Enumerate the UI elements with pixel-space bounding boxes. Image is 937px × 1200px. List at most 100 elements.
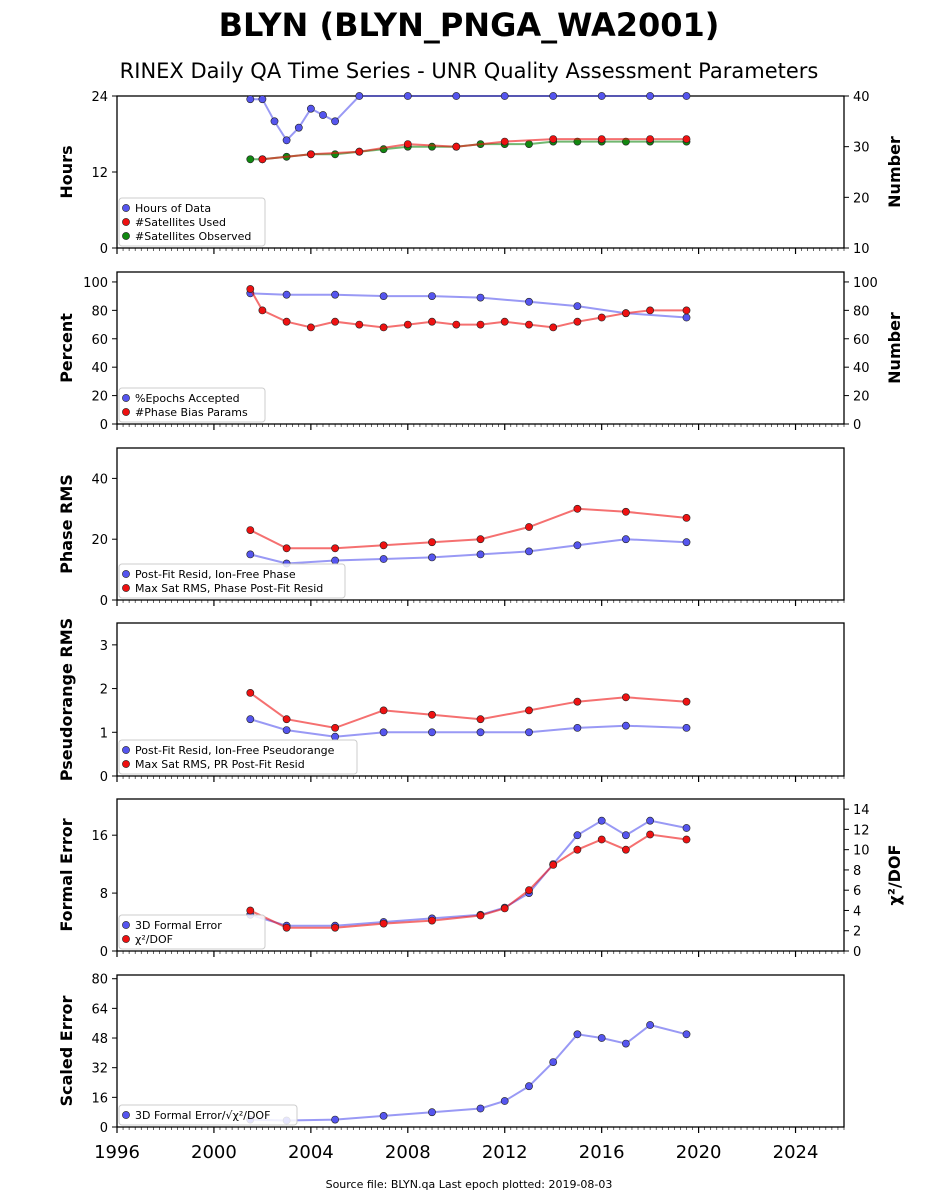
legend-marker [122,408,130,416]
legend-marker [122,218,130,226]
data-point [379,292,388,300]
series-group [246,504,691,553]
plot-area [116,974,845,1128]
data-point [428,916,436,925]
data-point [525,297,533,306]
series-group [246,830,691,932]
data-point [682,824,691,832]
data-point [282,726,291,734]
data-point [682,1030,691,1039]
data-point [403,320,412,329]
legend: 3D Formal Error/√χ²/DOF [118,1104,298,1126]
data-point [258,306,267,315]
y-tick-label: 0 [100,770,108,785]
y-tick-label: 80 [91,304,108,319]
x-tick-label: 2004 [288,1142,334,1163]
data-point [500,904,509,913]
data-point [331,732,339,741]
series-line [250,1023,687,1122]
y-tick-label: 64 [91,1002,108,1017]
legend-entry: Hours of Data [135,202,211,215]
data-point [452,92,461,100]
data-point [646,135,654,143]
y-right-tick-label: 40 [853,361,870,376]
data-point [682,306,691,315]
x-tick-label: 2012 [482,1142,528,1163]
data-point [525,523,533,531]
y-tick-label: 12 [91,166,108,181]
data-point [549,1058,558,1066]
data-point [597,135,606,143]
legend-marker [122,570,130,578]
data-point [331,150,339,159]
legend-entry: #Satellites Observed [135,230,251,243]
data-point [622,831,630,840]
data-point [500,92,509,100]
data-point [452,142,461,151]
data-point [573,317,582,326]
data-point [246,715,255,724]
data-point [622,535,630,544]
data-point [476,550,485,559]
data-point [331,923,339,932]
data-point [379,706,388,715]
data-point [331,290,339,299]
data-point [246,906,255,915]
y-right-tick-label: 60 [853,333,870,348]
series-line [262,138,687,161]
legend-entry: Post-Fit Resid, Ion-Free Phase [135,568,296,581]
x-tick-label: 2020 [676,1142,722,1163]
series-group [246,689,691,732]
data-point [622,845,630,854]
data-point [476,715,485,724]
x-tick-label: 2000 [191,1142,237,1163]
series-line [249,692,687,729]
legend-entry: Max Sat RMS, Phase Post-Fit Resid [135,582,323,595]
y-tick-label: 80 [91,973,108,988]
data-point [306,150,315,159]
series-line [250,292,687,319]
legend-marker [122,1111,130,1119]
data-point [306,323,315,332]
legend-frame [118,914,266,950]
data-point [476,535,485,544]
y-tick-label: 20 [91,533,108,548]
data-point [476,320,485,329]
data-point [622,1039,630,1048]
data-point [452,320,461,329]
data-point [622,507,630,516]
data-point [597,313,606,322]
legend-marker [122,760,130,768]
data-point [319,111,327,119]
data-point [403,140,412,148]
legend-marker [122,584,130,592]
data-point [428,538,436,547]
y-tick-label: 0 [100,945,108,960]
series-line [250,95,687,142]
data-point [476,1104,485,1113]
y-tick-label: 16 [91,1091,108,1106]
y-right-tick-label: 20 [853,191,870,206]
data-point [573,724,582,732]
y-tick-label: 20 [91,390,108,405]
y-right-tick-label: 100 [853,276,878,291]
y-tick-label: 32 [91,1062,108,1077]
legend-entry: 3D Formal Error/√χ²/DOF [135,1109,270,1122]
data-point [246,285,255,293]
data-point [682,92,691,100]
data-point [428,1108,436,1117]
data-point [500,137,509,146]
data-point [246,526,255,534]
y-axis-label: Pseudorange RMS [57,618,76,781]
data-point [379,728,388,737]
y-tick-label: 100 [83,276,108,291]
data-point [270,117,279,126]
y-tick-label: 60 [91,333,108,348]
y-right-tick-label: 80 [853,304,870,319]
y-right-tick-label: 2 [853,925,861,940]
series-group [246,535,691,568]
